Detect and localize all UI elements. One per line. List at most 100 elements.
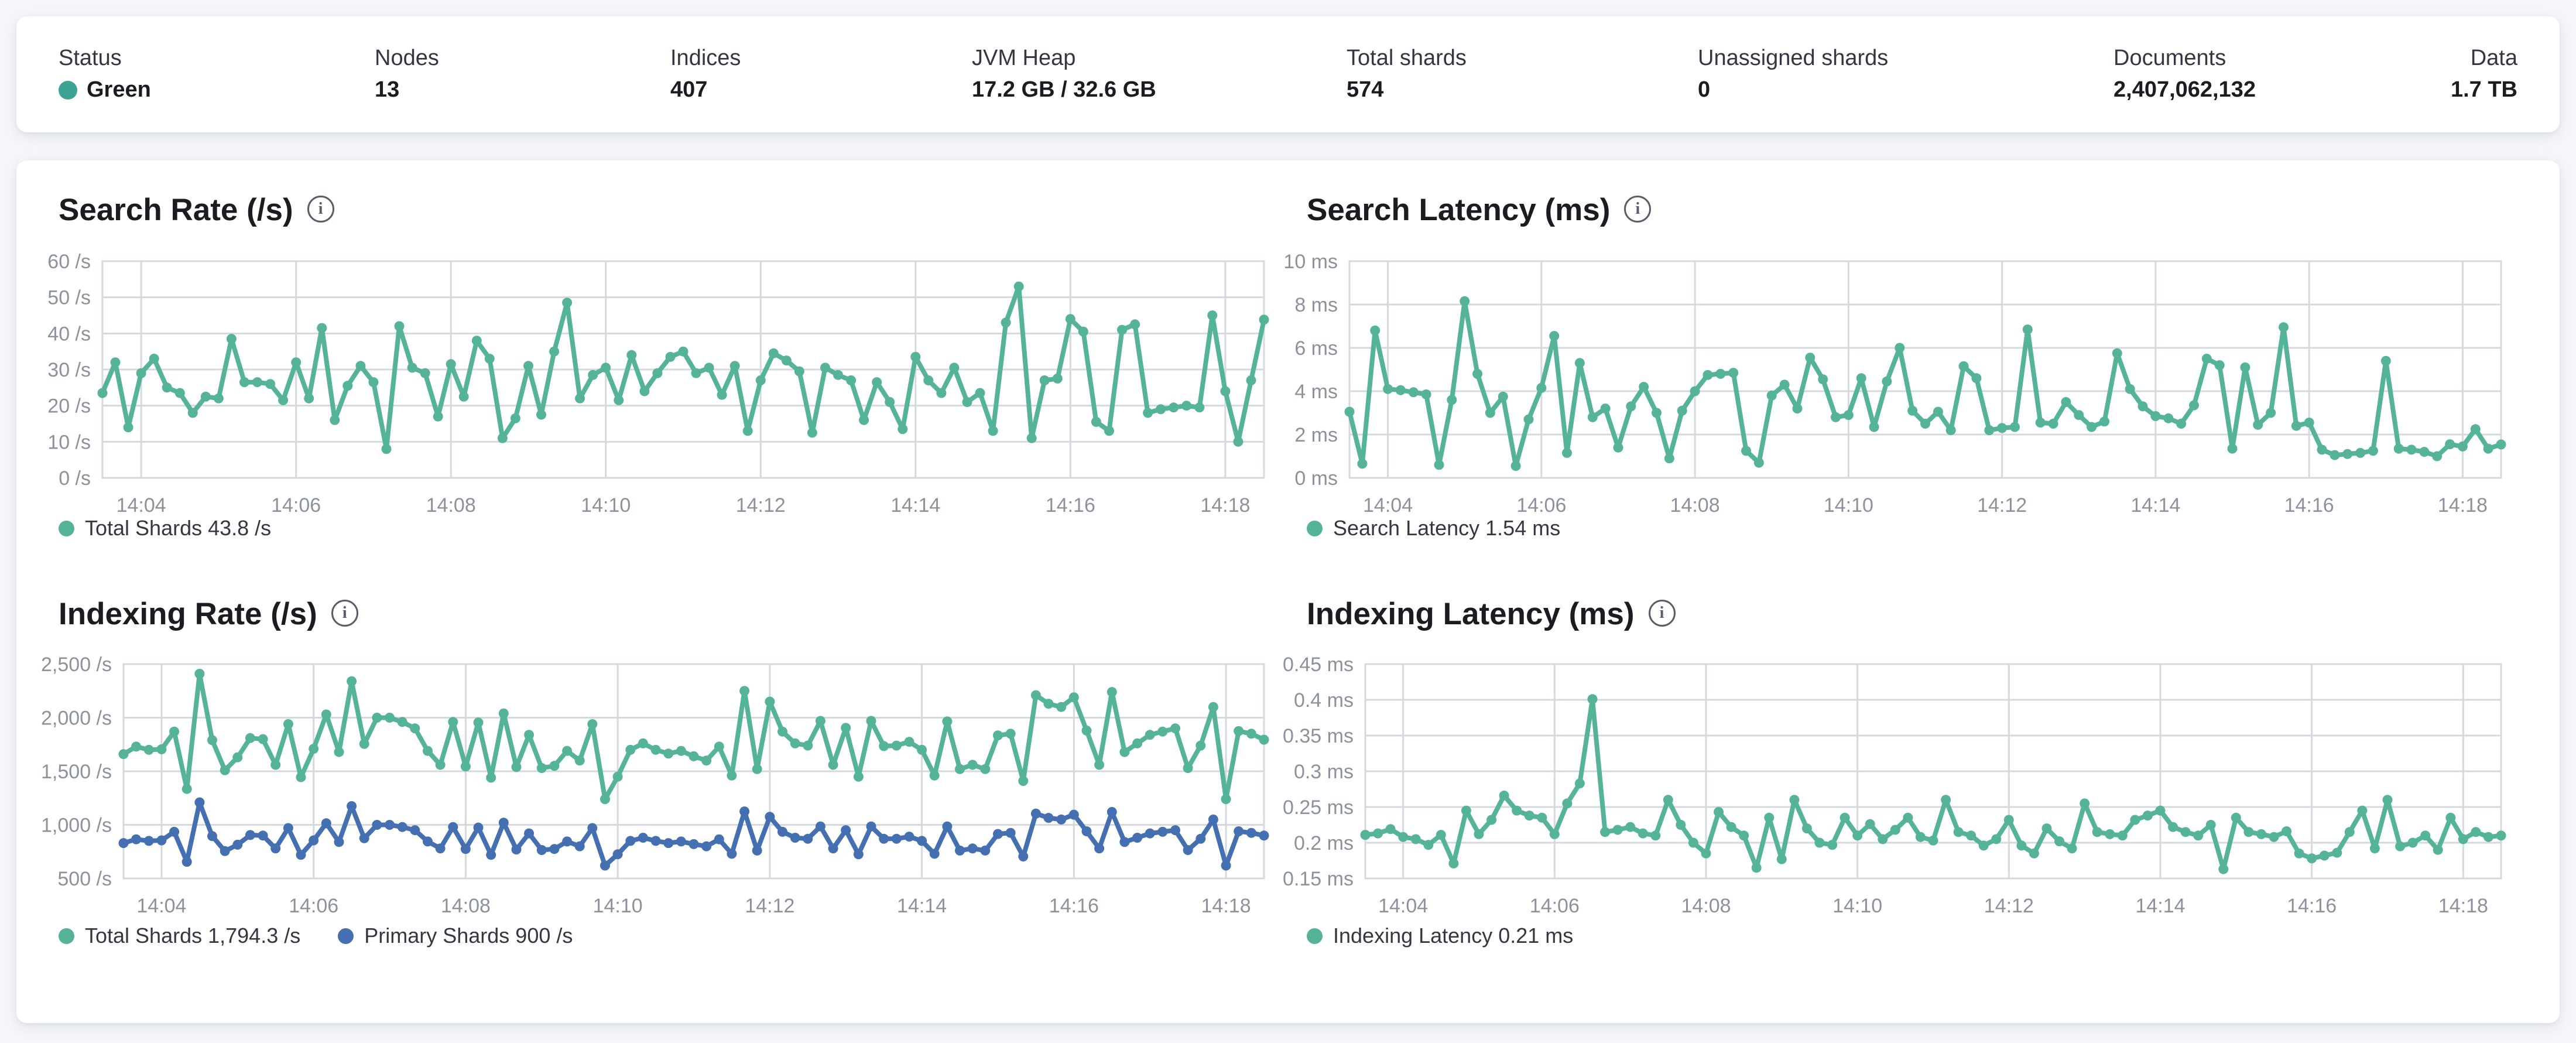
x-axis-tick-label: 14:12 — [745, 895, 794, 917]
info-icon[interactable]: i — [331, 599, 358, 627]
data-point-marker — [97, 388, 108, 398]
data-point-marker — [2253, 419, 2263, 430]
search-latency-chart[interactable]: 0 ms 2 ms 4 ms 6 ms 8 ms 10 ms 14:04 14:06 14:08… — [1283, 246, 2541, 517]
search-latency-title: Search Latency (ms) i — [1307, 194, 1652, 225]
stat-documents-value: 2,407,062,132 — [2113, 77, 2256, 102]
data-point-marker — [2214, 360, 2225, 371]
data-point-marker — [2496, 830, 2506, 841]
data-point-marker — [688, 839, 699, 849]
indexing-latency-chart[interactable]: 0.15 ms 0.2 ms 0.25 ms 0.3 ms 0.35 ms 0.4 ms 0… — [1283, 649, 2541, 918]
x-axis-tick-label: 14:14 — [2130, 494, 2180, 517]
data-point-marker — [458, 391, 469, 402]
data-point-marker — [1991, 834, 2002, 844]
search-latency-chart-legend: Search Latency 1.54 ms — [1307, 518, 1598, 539]
data-point-marker — [2342, 449, 2353, 459]
data-point-marker — [2319, 850, 2330, 861]
y-axis-tick-label: 1,000 /s — [41, 815, 112, 837]
data-point-marker — [2016, 840, 2027, 851]
data-point-marker — [1524, 811, 1534, 821]
y-axis-tick-label: 0 ms — [1294, 467, 1338, 490]
data-point-marker — [524, 730, 535, 740]
data-point-marker — [777, 826, 787, 837]
data-point-marker — [1625, 822, 1636, 832]
data-point-marker — [1523, 414, 1534, 425]
search-rate-chart[interactable]: 0 /s 10 /s 20 /s 30 /s 40 /s 50 /s 60 /s 14:04 1… — [35, 246, 1288, 517]
data-point-marker — [967, 843, 978, 854]
data-point-marker — [1766, 390, 1777, 401]
y-axis-tick-label: 60 /s — [47, 251, 91, 273]
x-axis-tick-label: 14:10 — [593, 895, 643, 917]
data-point-marker — [663, 838, 674, 849]
plot-border — [122, 663, 1265, 880]
data-point-marker — [2074, 410, 2084, 420]
data-point-marker — [497, 433, 508, 443]
data-point-marker — [1398, 832, 1409, 842]
data-point-marker — [2035, 418, 2046, 428]
x-axis-tick-label: 14:04 — [1363, 494, 1413, 517]
x-axis-tick-label: 14:12 — [1984, 895, 2034, 917]
data-point-marker — [347, 801, 357, 811]
data-point-marker — [638, 833, 648, 843]
data-point-marker — [2483, 832, 2493, 842]
data-point-marker — [309, 744, 319, 754]
data-point-marker — [755, 375, 766, 385]
data-point-marker — [1843, 410, 1854, 420]
legend-item[interactable]: Indexing Latency 0.21 ms — [1307, 925, 1573, 946]
data-point-marker — [1663, 795, 1673, 805]
data-point-marker — [1043, 813, 1054, 823]
data-point-marker — [562, 836, 573, 847]
data-point-marker — [790, 738, 800, 748]
data-point-marker — [2125, 384, 2135, 394]
data-point-marker — [885, 397, 895, 407]
data-point-marker — [136, 368, 146, 378]
data-point-marker — [1157, 726, 1168, 737]
data-point-marker — [828, 843, 838, 854]
data-point-marker — [1907, 405, 1918, 416]
data-point-marker — [1157, 826, 1168, 837]
data-point-marker — [162, 382, 172, 393]
data-point-marker — [625, 744, 636, 755]
data-point-marker — [1856, 373, 1866, 384]
data-point-marker — [1448, 858, 1459, 868]
data-point-marker — [549, 346, 560, 357]
data-point-marker — [1410, 834, 1421, 844]
data-point-marker — [1461, 805, 1471, 816]
stat-unassigned-shards-value: 0 — [1698, 77, 1711, 102]
data-point-marker — [1436, 830, 1446, 840]
data-point-marker — [258, 734, 268, 744]
legend-item[interactable]: Search Latency 1.54 ms — [1307, 518, 1560, 539]
legend-item[interactable]: Total Shards 1,794.3 /s — [59, 925, 300, 946]
info-icon[interactable]: i — [307, 195, 334, 223]
data-point-marker — [2240, 362, 2250, 372]
data-point-marker — [1208, 814, 1218, 825]
info-icon[interactable]: i — [1624, 195, 1652, 223]
data-point-marker — [498, 818, 509, 828]
x-axis-tick-label: 14:16 — [2287, 895, 2337, 917]
y-axis-tick-label: 10 /s — [47, 431, 91, 453]
data-point-marker — [1751, 863, 1762, 873]
data-point-marker — [768, 348, 779, 358]
data-point-marker — [460, 844, 471, 854]
data-point-marker — [1688, 837, 1698, 848]
x-axis-tick-label: 14:10 — [581, 494, 631, 517]
data-point-marker — [2112, 348, 2122, 358]
data-point-marker — [1865, 819, 1875, 829]
data-point-marker — [156, 835, 167, 846]
data-point-marker — [1472, 368, 1483, 379]
data-point-marker — [1373, 828, 1383, 839]
indexing-rate-chart[interactable]: 500 /s 1,000 /s 1,500 /s 2,000 /s 2,500 /s 14… — [35, 649, 1288, 918]
legend-item[interactable]: Total Shards 43.8 /s — [59, 518, 271, 539]
data-point-marker — [536, 845, 547, 855]
stat-jvm-heap-label: JVM Heap — [972, 46, 1076, 71]
data-point-marker — [588, 370, 598, 380]
data-point-marker — [1360, 830, 1371, 840]
data-point-marker — [149, 354, 159, 364]
data-point-marker — [1357, 459, 1368, 469]
data-point-marker — [1549, 829, 1560, 839]
info-icon[interactable]: i — [1648, 599, 1676, 627]
data-point-marker — [1831, 412, 1841, 422]
x-axis-tick-label: 14:06 — [1530, 895, 1580, 917]
data-point-marker — [626, 350, 637, 360]
legend-item[interactable]: Primary Shards 900 /s — [338, 925, 573, 946]
data-point-marker — [1537, 812, 1547, 823]
